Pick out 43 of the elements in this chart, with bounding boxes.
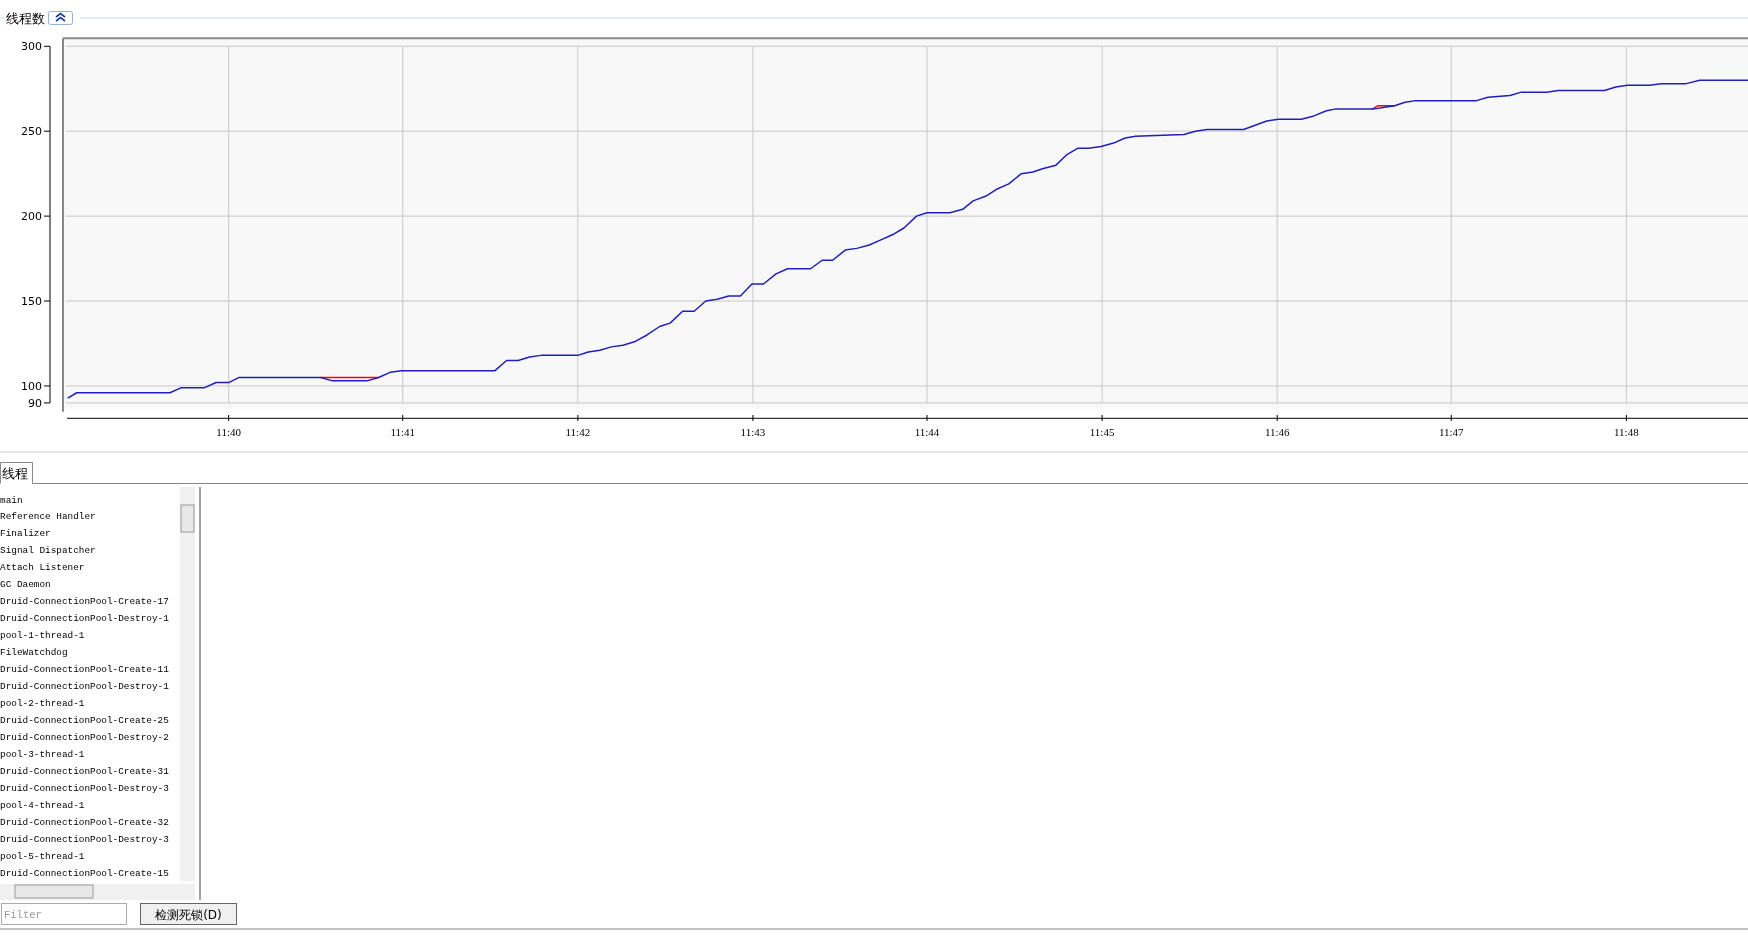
text: 检测死锁(D): [155, 908, 222, 922]
text: Druid-ConnectionPool-Create-11: [0, 664, 170, 676]
text: Druid-ConnectionPool-Destroy-3: [0, 782, 170, 794]
text: Signal Dispatcher: [0, 545, 96, 557]
text: pool-2-thread-1: [0, 698, 85, 710]
text: Druid-ConnectionPool-Destroy-3: [0, 833, 170, 845]
y-tick-label: 250: [21, 125, 42, 139]
text: Reference Handler: [0, 511, 96, 523]
y-tick-label: 300: [21, 40, 42, 54]
text: 线程: [2, 466, 28, 481]
line-series: [67, 79, 1748, 399]
text: Finalizer: [0, 528, 51, 540]
text: Druid-ConnectionPool-Destroy-1: [0, 681, 170, 693]
text: pool-5-thread-1: [0, 850, 85, 862]
x-tick-label: 11:41: [390, 426, 416, 438]
text: Filter: [4, 909, 42, 921]
x-tick-label: 11:46: [1264, 426, 1291, 438]
text: Attach Listener: [0, 562, 85, 574]
text: FileWatchdog: [0, 647, 68, 659]
text: Druid-ConnectionPool-Create-31: [0, 766, 170, 778]
text: Druid-ConnectionPool-Create-32: [0, 816, 169, 828]
x-tick-label: 11:48: [1614, 426, 1640, 438]
x-tick-label: 11:45: [1089, 426, 1115, 438]
y-tick-label: 100: [21, 379, 42, 393]
x-tick-label: 11:42: [565, 426, 591, 438]
text: Druid-ConnectionPool-Destroy-2: [0, 732, 169, 744]
x-tick-label: 11:44: [914, 426, 940, 438]
x-tick-label: 11:43: [740, 426, 766, 438]
y-tick-label: 150: [21, 295, 42, 309]
text: GC Daemon: [0, 579, 51, 591]
text: Druid-ConnectionPool-Create-15: [0, 867, 170, 879]
text: Druid-ConnectionPool-Destroy-1: [0, 613, 170, 625]
text: pool-3-thread-1: [0, 749, 85, 761]
text: main: [0, 494, 23, 506]
y-tick-label: 200: [21, 210, 42, 224]
text: Druid-ConnectionPool-Create-17: [0, 596, 169, 608]
chart-title: 线程数: [6, 11, 45, 26]
text: pool-1-thread-1: [0, 630, 85, 642]
text: pool-4-thread-1: [0, 799, 85, 811]
y-tick-label: 90: [28, 396, 42, 410]
x-tick-label: 11:47: [1438, 426, 1465, 438]
x-tick-label: 11:40: [216, 426, 242, 438]
text: Druid-ConnectionPool-Create-25: [0, 715, 170, 727]
